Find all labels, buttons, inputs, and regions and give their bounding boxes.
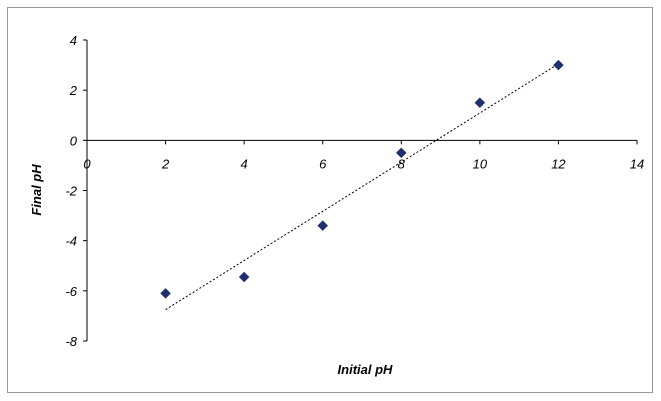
data-points — [160, 59, 564, 299]
x-tick-label: 14 — [630, 156, 644, 171]
y-tick-label: -2 — [65, 184, 77, 199]
x-tick-label: 8 — [398, 156, 406, 171]
data-point — [160, 287, 171, 299]
y-tick-label: -8 — [65, 334, 77, 349]
x-tick-labels: 0 2 4 6 8 10 12 14 — [83, 156, 644, 171]
trendline-group — [165, 63, 559, 311]
y-tick-label: 2 — [69, 83, 78, 98]
x-tick-label: 4 — [241, 156, 248, 171]
axes — [83, 39, 638, 342]
chart-frame — [7, 7, 653, 393]
x-tick-label: 12 — [551, 156, 566, 171]
data-point — [238, 271, 250, 283]
trendline — [165, 63, 559, 311]
x-tick-label: 10 — [473, 156, 488, 171]
y-axis-title: Final pH — [29, 164, 44, 216]
y-tick-label: 4 — [70, 33, 77, 48]
x-tick-label: 0 — [83, 156, 91, 171]
y-tick-labels: 4 2 0 -2 -4 -6 -8 — [65, 33, 77, 349]
x-tick-label: 2 — [161, 156, 170, 171]
y-tick-label: 0 — [70, 133, 78, 148]
data-point — [553, 59, 564, 71]
data-point — [317, 220, 329, 231]
x-axis-title: Initial pH — [338, 362, 394, 377]
y-tick-label: -6 — [65, 284, 77, 299]
y-tick-label: -4 — [65, 234, 77, 249]
x-tick-label: 6 — [319, 156, 327, 171]
data-point — [395, 147, 407, 159]
data-point — [474, 97, 486, 109]
